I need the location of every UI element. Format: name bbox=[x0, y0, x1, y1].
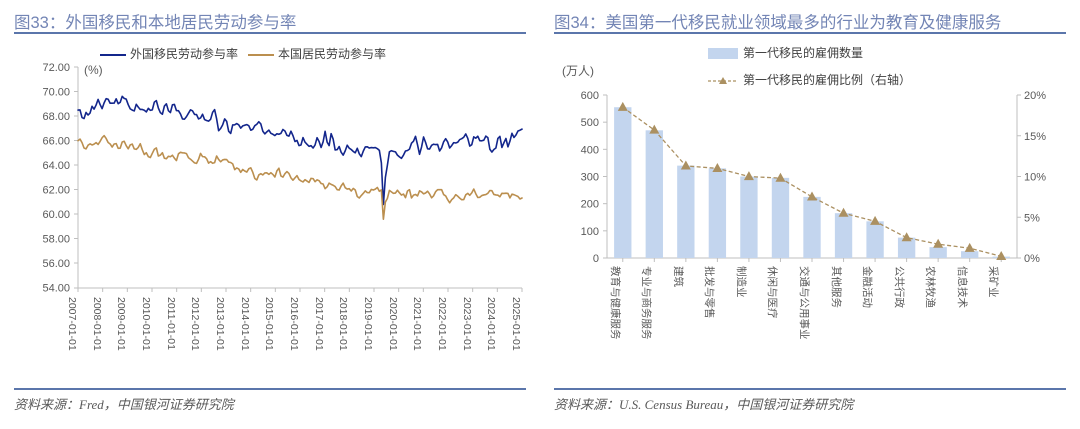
svg-text:0: 0 bbox=[593, 253, 599, 265]
svg-text:200: 200 bbox=[581, 199, 599, 211]
svg-text:58.00: 58.00 bbox=[42, 234, 70, 246]
svg-text:66.00: 66.00 bbox=[42, 136, 70, 148]
svg-text:70.00: 70.00 bbox=[42, 87, 70, 99]
svg-text:5%: 5% bbox=[1024, 212, 1040, 224]
svg-text:56.00: 56.00 bbox=[42, 258, 70, 270]
svg-text:400: 400 bbox=[581, 144, 599, 156]
svg-text:300: 300 bbox=[581, 172, 599, 184]
svg-text:20%: 20% bbox=[1024, 90, 1046, 102]
svg-text:54.00: 54.00 bbox=[42, 283, 70, 295]
svg-text:0%: 0% bbox=[1024, 253, 1040, 265]
svg-text:60.00: 60.00 bbox=[42, 209, 70, 221]
svg-text:100: 100 bbox=[581, 226, 599, 238]
svg-text:10%: 10% bbox=[1024, 172, 1046, 184]
svg-text:600: 600 bbox=[581, 90, 599, 102]
svg-text:68.00: 68.00 bbox=[42, 111, 70, 123]
svg-text:64.00: 64.00 bbox=[42, 160, 70, 172]
svg-text:15%: 15% bbox=[1024, 131, 1046, 143]
svg-text:72.00: 72.00 bbox=[42, 62, 70, 74]
svg-text:62.00: 62.00 bbox=[42, 185, 70, 197]
svg-text:500: 500 bbox=[581, 117, 599, 129]
